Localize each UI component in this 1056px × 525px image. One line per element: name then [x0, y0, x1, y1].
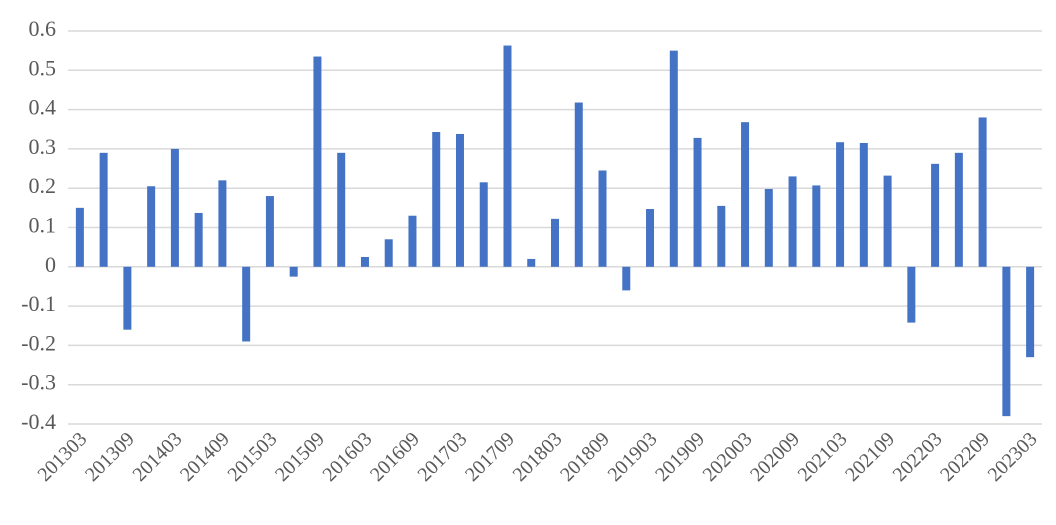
x-tick-label: 201309 [81, 428, 139, 486]
bar [931, 163, 940, 267]
x-tick-label: 201503 [223, 428, 281, 486]
bar [883, 175, 892, 267]
x-tick-label: 201903 [604, 428, 662, 486]
bar [384, 239, 393, 267]
x-tick-label: 201509 [271, 428, 329, 486]
x-tick-label: 201909 [651, 428, 709, 486]
bar [978, 117, 987, 267]
x-tick-label: 201303 [33, 428, 91, 486]
y-tick-label: 0.1 [29, 213, 57, 238]
bar [337, 152, 346, 267]
x-tick-label: 201703 [414, 428, 472, 486]
y-tick-label: -0.1 [21, 291, 56, 316]
x-tick-label: 201403 [128, 428, 186, 486]
bar [265, 196, 274, 267]
bar [194, 212, 203, 267]
bar [479, 182, 488, 267]
x-tick-label: 201709 [461, 428, 519, 486]
bar [147, 186, 156, 267]
x-tick-label: 202009 [746, 428, 804, 486]
bar [551, 218, 559, 267]
bar [764, 188, 773, 267]
bar [170, 148, 179, 267]
x-tick-label: 201603 [319, 428, 377, 486]
bar [432, 132, 441, 267]
bar [741, 122, 750, 267]
bar [408, 215, 417, 267]
bar [1002, 266, 1011, 417]
y-tick-label: 0.4 [29, 95, 57, 120]
bar [1026, 266, 1035, 358]
y-tick-label: -0.4 [21, 409, 56, 434]
bar [622, 266, 631, 291]
bar [313, 56, 322, 267]
bar [646, 209, 655, 267]
bar [907, 266, 916, 323]
bar [598, 170, 607, 267]
bar [812, 185, 821, 267]
y-tick-label: 0.6 [29, 16, 57, 41]
bar [717, 205, 726, 267]
bar [527, 258, 536, 267]
bar [954, 152, 963, 267]
bar [503, 45, 512, 267]
bar [836, 142, 845, 267]
bar [75, 207, 84, 267]
y-tick-label: 0.2 [29, 173, 57, 198]
x-tick-label: 201609 [366, 428, 424, 486]
y-tick-label: 0.5 [29, 55, 57, 80]
bar [859, 143, 868, 267]
bar [289, 266, 298, 277]
bar [99, 152, 108, 267]
bar [218, 180, 227, 267]
y-tick-label: 0.3 [29, 134, 57, 159]
bar [669, 50, 678, 267]
bar [123, 266, 132, 330]
bar [360, 256, 369, 267]
y-tick-label: 0 [45, 252, 56, 277]
bar [788, 176, 797, 267]
y-tick-label: -0.3 [21, 370, 56, 395]
bar [574, 102, 583, 267]
x-tick-label: 201409 [176, 428, 234, 486]
x-tick-label: 202103 [794, 428, 852, 486]
bar [455, 133, 464, 267]
x-tick-label: 202109 [841, 428, 899, 486]
x-tick-label: 202209 [936, 428, 994, 486]
x-tick-label: 202003 [699, 428, 757, 486]
y-tick-label: -0.2 [21, 330, 56, 355]
x-tick-label: 201803 [509, 428, 567, 486]
bar [693, 137, 702, 267]
x-tick-label: 202303 [984, 428, 1042, 486]
bar [242, 266, 251, 342]
x-tick-label: 201809 [556, 428, 614, 486]
x-tick-label: 202203 [889, 428, 947, 486]
